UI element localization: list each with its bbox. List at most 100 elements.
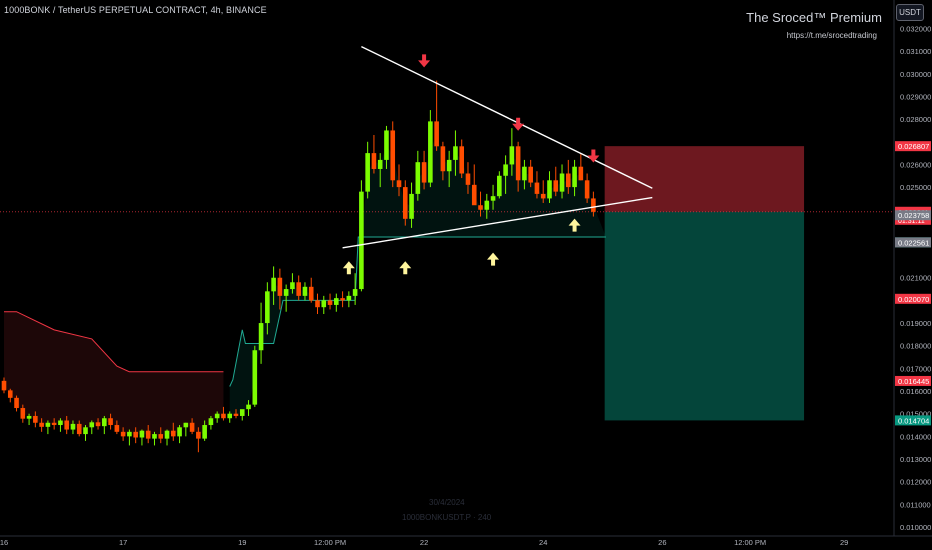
candle-body [189, 422, 195, 432]
price-tick-label: 0.017000 [900, 364, 931, 373]
brand-url[interactable]: https://t.me/srocedtrading [786, 31, 877, 40]
candle-body [528, 166, 533, 183]
candle-body [258, 323, 264, 351]
candle-body [70, 423, 76, 430]
price-axis [894, 0, 932, 550]
time-tick-label: 22 [420, 538, 428, 547]
candle-body [534, 182, 540, 194]
time-tick-label: 12:00 PM [314, 538, 346, 547]
candle-body [296, 282, 301, 296]
candle-body [208, 418, 214, 426]
supertrend-red-line [4, 311, 224, 373]
price-label-text: 0.014704 [898, 416, 929, 425]
candle-body [20, 408, 26, 419]
candle-body [315, 300, 320, 308]
candle-body [321, 300, 327, 308]
countdown-label: 01:31:11 [898, 218, 925, 225]
candle-body [246, 404, 251, 410]
candle-body [95, 422, 101, 427]
trendline-lower [342, 196, 653, 249]
candle-body [509, 146, 515, 165]
time-tick-label: 24 [539, 538, 547, 547]
candle-body [340, 298, 345, 301]
candle-body [522, 166, 527, 181]
candle-body [371, 153, 377, 169]
time-tick-label: 16 [0, 538, 8, 547]
candle-body [83, 427, 88, 435]
price-tick-label: 0.021000 [900, 274, 931, 283]
take-profit-zone [604, 211, 805, 421]
candle-body [396, 180, 402, 188]
candle-body [221, 413, 226, 419]
supertrend-red-fill [4, 311, 224, 437]
candle-body [471, 184, 477, 206]
candle-body [139, 430, 145, 438]
candle-body [302, 286, 308, 296]
brand-title: The Sroced™ Premium [746, 10, 882, 25]
time-tick-label: 17 [119, 538, 127, 547]
currency-button[interactable]: USDT [896, 4, 924, 21]
candle-body [145, 430, 151, 439]
price-tick-label: 0.028000 [900, 115, 931, 124]
candle-body [252, 350, 258, 405]
price-tick-label: 0.016000 [900, 387, 931, 396]
time-tick-label: 12:00 PM [734, 538, 766, 547]
up-arrow-icon [487, 252, 500, 266]
up-arrow-icon [399, 261, 412, 275]
candle-body [478, 205, 483, 210]
price-label-box [895, 237, 931, 248]
down-arrow-icon [587, 149, 600, 163]
candle-body [584, 180, 590, 199]
candle-body [434, 121, 439, 147]
price-label-box [895, 141, 931, 152]
price-tick-label: 0.030000 [900, 70, 931, 79]
candle-body [390, 130, 396, 181]
candle-body [58, 420, 63, 426]
price-label-box [895, 293, 931, 304]
price-tick-label: 0.015000 [900, 410, 931, 419]
candle-body [108, 418, 113, 426]
trendline-upper [361, 45, 653, 189]
candle-body [265, 291, 270, 324]
candle-body [497, 175, 502, 197]
price-label-box [895, 375, 931, 386]
candle-body [566, 173, 571, 188]
candle-body [515, 146, 521, 181]
candle-body [384, 130, 389, 160]
candle-body [402, 187, 408, 219]
candle-body [51, 422, 57, 426]
candle-body [421, 162, 427, 183]
candle-body [170, 430, 176, 437]
candle-body [239, 409, 245, 416]
candle-body [202, 425, 207, 439]
candle-body [327, 300, 333, 305]
candle-body [553, 180, 559, 192]
supertrend-green-line [229, 236, 606, 387]
candle-body [503, 164, 508, 176]
candle-body [428, 121, 433, 183]
candle-body [214, 413, 220, 419]
candle-body [102, 418, 107, 427]
price-label-box [895, 415, 931, 426]
candle-body [45, 422, 51, 427]
watermark-date: 30/4/2024 [429, 498, 465, 507]
candle-body [127, 431, 132, 437]
candle-body [591, 198, 596, 212]
candle-body [196, 431, 201, 439]
candle-body [133, 431, 138, 438]
up-arrow-icon [342, 261, 355, 275]
candle-body [415, 162, 421, 194]
price-label-text: 0.020070 [898, 295, 929, 304]
price-tick-label: 0.010000 [900, 523, 931, 532]
candle-body [540, 193, 546, 199]
price-tick-label: 0.019000 [900, 319, 931, 328]
candle-body [183, 422, 189, 428]
price-tick-label: 0.026000 [900, 160, 931, 169]
supertrend-green-fill [229, 133, 606, 416]
candle-body [7, 390, 13, 398]
candle-body [459, 146, 465, 174]
candle-body [346, 295, 352, 301]
candle-body [578, 166, 584, 181]
candle-body [114, 425, 120, 432]
